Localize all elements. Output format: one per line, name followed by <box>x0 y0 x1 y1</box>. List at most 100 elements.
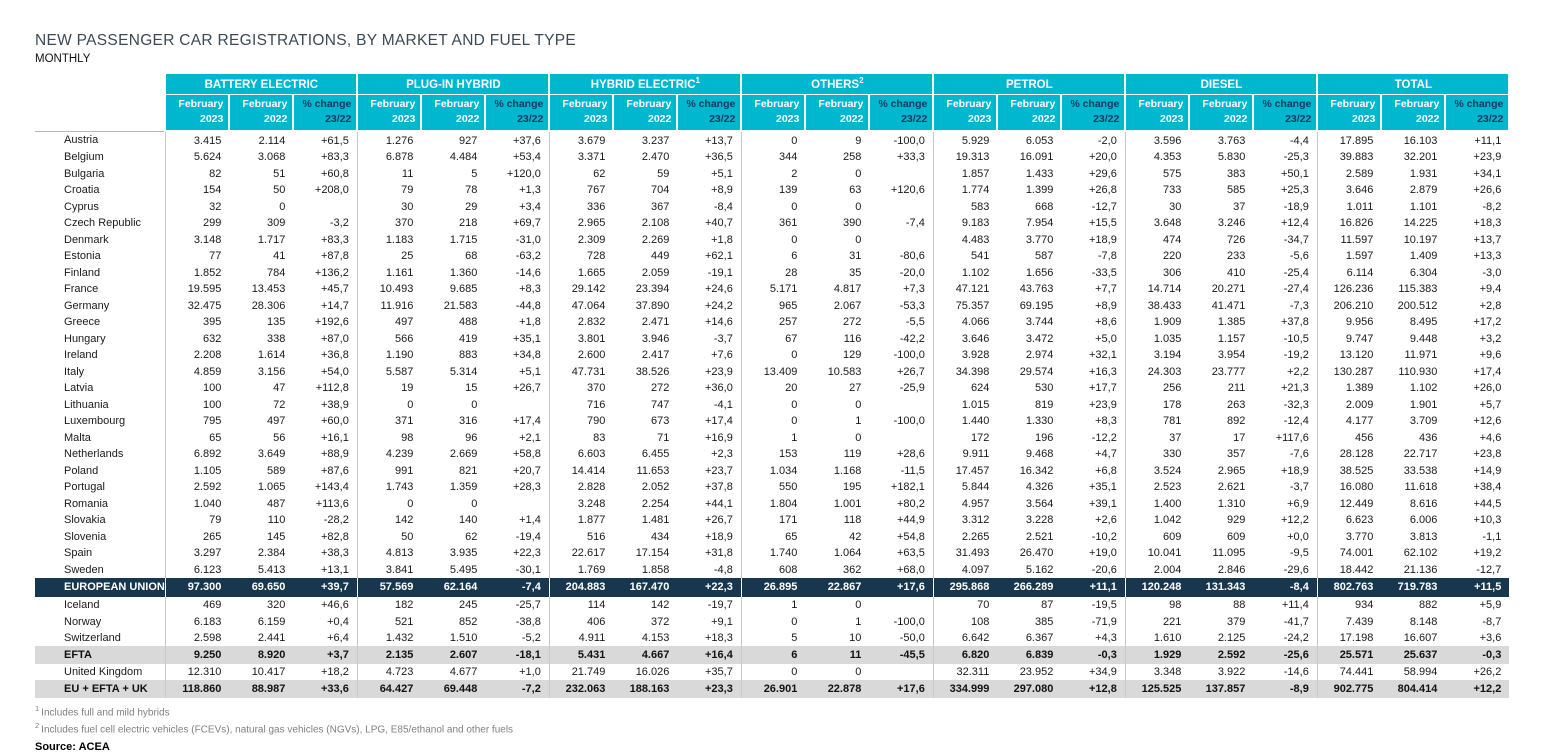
data-cell: -3,7 <box>713 332 733 345</box>
data-cell: +17,7 <box>1089 382 1117 395</box>
data-cell: +60,0 <box>321 415 349 428</box>
data-cell: 18.442 <box>1316 561 1382 578</box>
data-cell: 1.330 <box>1025 415 1054 428</box>
data-cell: 819 <box>1034 398 1054 411</box>
data-cell: 6.642 <box>932 629 998 647</box>
data-cell: 609 <box>1124 528 1190 545</box>
country-cell: Greece <box>64 316 101 329</box>
table-row: Estonia 77 41 +87,8 25 68 -63,2 728 449 +62,1 6 31 -… <box>35 247 1509 265</box>
data-cell <box>869 664 933 681</box>
data-cell: 2.974 <box>1025 349 1054 362</box>
data-cell: 28 <box>740 264 806 281</box>
table-row: Italy 4.859 3.156 +54,0 5.587 5.314 +5,1 47.731… <box>35 363 1509 380</box>
data-cell: 100 <box>164 396 230 413</box>
data-cell: -12,7 <box>1091 200 1117 213</box>
data-cell: +26,2 <box>1473 666 1502 679</box>
group-header-others: OTHERS2 <box>740 71 935 95</box>
data-cell: 17.895 <box>1316 131 1382 149</box>
data-cell: 140 <box>458 514 478 527</box>
data-cell: 1 <box>740 596 806 614</box>
subheader-month: February 2022 <box>804 94 871 133</box>
data-cell: 87 <box>1041 599 1054 612</box>
data-cell: 178 <box>1124 396 1190 413</box>
data-cell: 145 <box>266 530 286 543</box>
data-cell: 4.911 <box>548 629 614 647</box>
data-cell: 126.236 <box>1316 280 1382 298</box>
data-cell: 16.826 <box>1316 214 1382 232</box>
data-cell: 767 <box>548 181 614 199</box>
table-row: Finland 1.852 784 +136,2 1.161 1.360 -14,6 1.66… <box>35 264 1509 281</box>
data-cell: -63,2 <box>515 250 541 263</box>
data-cell: 47 <box>273 382 286 395</box>
data-cell: 883 <box>458 349 478 362</box>
data-cell: 704 <box>650 184 670 197</box>
data-cell: 120.248 <box>1124 577 1190 597</box>
data-cell: +6,8 <box>1095 464 1117 477</box>
data-cell: +7,3 <box>903 283 925 296</box>
data-cell: +31,8 <box>705 547 733 560</box>
data-cell: 14.414 <box>548 462 614 479</box>
data-cell: +4,6 <box>1479 431 1502 444</box>
data-cell: 74.001 <box>1316 544 1382 562</box>
data-cell: 13.453 <box>251 283 286 296</box>
table-row: Slovakia 79 110 -28,2 142 140 +1,4 1.877 1.481 +2… <box>35 511 1509 529</box>
data-cell: +113,6 <box>315 497 349 510</box>
data-cell: 2 <box>740 165 806 182</box>
data-cell: 38.525 <box>1316 462 1382 479</box>
data-cell: 2.589 <box>1316 165 1382 182</box>
data-cell: 3.946 <box>641 332 670 345</box>
data-cell: 406 <box>548 613 614 630</box>
table-row: Ireland 2.208 1.614 +36,8 1.190 883 +34,8 2.600… <box>35 346 1509 364</box>
data-cell: 0 <box>471 398 478 411</box>
data-cell: 587 <box>1034 250 1054 263</box>
data-cell: +19,0 <box>1089 547 1117 560</box>
data-cell: 142 <box>650 599 670 612</box>
data-cell: 6.053 <box>1025 134 1054 147</box>
data-cell: 1.614 <box>257 349 286 362</box>
data-cell: +38,4 <box>1473 481 1502 494</box>
data-cell: +36,5 <box>705 151 733 164</box>
data-cell: 1.385 <box>1217 316 1246 329</box>
data-cell: 32.201 <box>1403 151 1438 164</box>
data-cell: +18,2 <box>321 666 349 679</box>
data-cell: 673 <box>650 415 670 428</box>
data-cell: +36,8 <box>321 349 349 362</box>
group-header-label: DIESEL <box>1200 78 1243 91</box>
data-cell: 272 <box>650 382 670 395</box>
data-cell <box>485 396 549 413</box>
data-cell: +12,6 <box>1473 415 1502 428</box>
data-cell: +35,1 <box>1089 481 1117 494</box>
data-cell: +83,3 <box>321 151 349 164</box>
data-cell: +5,1 <box>519 365 541 378</box>
data-cell: 1.015 <box>932 396 998 413</box>
subheader-line2: 2023 <box>1351 113 1376 126</box>
data-cell: 58.994 <box>1403 666 1438 679</box>
country-cell: Luxembourg <box>64 415 126 428</box>
data-cell: 5.929 <box>932 131 998 149</box>
subheader-line1: February <box>946 97 992 110</box>
data-cell: -25,3 <box>1283 151 1309 164</box>
data-cell: 26.895 <box>740 577 806 597</box>
data-cell: 372 <box>650 615 670 628</box>
data-cell: -10,5 <box>1283 332 1309 345</box>
data-cell: -8,4 <box>713 200 733 213</box>
data-cell: +16,9 <box>705 431 733 444</box>
data-cell: 6.820 <box>932 646 998 664</box>
data-cell: 1.161 <box>356 264 422 281</box>
data-cell: 172 <box>932 429 998 446</box>
data-cell: -12,4 <box>1283 415 1309 428</box>
data-cell: +8,3 <box>1095 415 1117 428</box>
subheader-line2: 2023 <box>391 113 416 126</box>
data-cell: 2.135 <box>356 646 422 664</box>
country-cell: Ireland <box>64 349 98 362</box>
data-cell: 1.931 <box>1409 167 1438 180</box>
subheader-line1: February <box>1330 97 1376 110</box>
data-cell: 71 <box>657 431 670 444</box>
data-cell: 69.195 <box>1019 299 1054 312</box>
data-cell: 5 <box>740 629 806 647</box>
data-cell: 3.148 <box>164 231 230 248</box>
subheader-line1: % change <box>878 97 928 110</box>
data-cell: +36,0 <box>705 382 733 395</box>
data-cell: -32,3 <box>1283 398 1309 411</box>
data-cell: 119 <box>843 448 862 461</box>
